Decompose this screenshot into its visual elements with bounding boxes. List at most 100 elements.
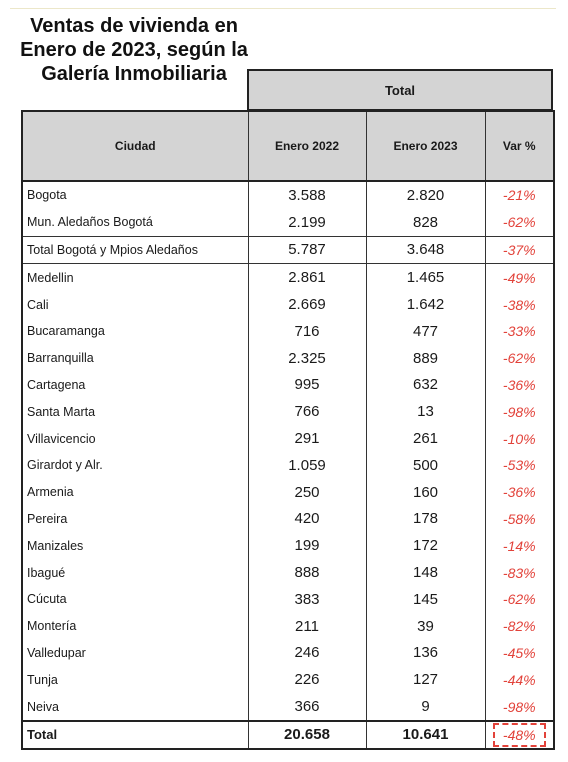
cell-enero-2022: 226 xyxy=(247,666,367,694)
cell-enero-2023: 1.642 xyxy=(365,291,486,318)
cell-enero-2022: 291 xyxy=(247,425,367,452)
sales-table: Ciudad Enero 2022 Enero 2023 Var % Bogot… xyxy=(21,110,555,750)
table-row: Santa Marta 766 13 -98% xyxy=(21,398,555,426)
cell-enero-2023: 9 xyxy=(365,693,486,721)
cell-enero-2023: 136 xyxy=(365,639,486,667)
cell-enero-2023: 632 xyxy=(365,371,486,399)
col-header-enero-2023: Enero 2023 xyxy=(365,110,486,182)
cell-enero-2023: 160 xyxy=(365,478,486,506)
table-row: Cúcuta 383 145 -62% xyxy=(21,585,555,613)
cell-enero-2022: 716 xyxy=(247,317,367,345)
cell-var: -58% xyxy=(484,505,555,533)
cell-ciudad: Pereira xyxy=(21,505,249,533)
cell-enero-2022: 366 xyxy=(247,693,367,721)
table-row: Pereira 420 178 -58% xyxy=(21,505,555,533)
cell-total-enero-2022: 20.658 xyxy=(247,719,367,750)
cell-enero-2023: 828 xyxy=(365,208,486,237)
cell-enero-2023: 39 xyxy=(365,612,486,640)
cell-enero-2023: 477 xyxy=(365,317,486,345)
cell-var: -98% xyxy=(484,398,555,426)
cell-enero-2022: 250 xyxy=(247,478,367,506)
cell-ciudad: Ibagué xyxy=(21,559,249,586)
title-line-2: Enero de 2023, según la xyxy=(20,39,248,61)
cell-ciudad: Armenia xyxy=(21,478,249,506)
cell-var: -14% xyxy=(484,532,555,560)
cell-ciudad: Neiva xyxy=(21,693,249,721)
cell-enero-2023: 1.465 xyxy=(365,263,486,292)
cell-enero-2022: 211 xyxy=(247,612,367,640)
cell-var: -38% xyxy=(484,291,555,318)
cell-ciudad: Medellin xyxy=(21,263,249,292)
page-title: Ventas de vivienda en Enero de 2023, seg… xyxy=(14,14,254,86)
cell-var: -53% xyxy=(484,451,555,479)
cell-enero-2022: 199 xyxy=(247,532,367,560)
table-row: Total Bogotá y Mpios Aledaños 5.787 3.648-… xyxy=(21,235,555,265)
table-row: Bogota 3.588 2.820 -21% xyxy=(21,180,555,209)
cell-ciudad: Montería xyxy=(21,612,249,640)
cell-ciudad: Bogota xyxy=(21,180,249,209)
col-header-var: Var % xyxy=(484,110,555,182)
table-row: Cartagena 995 632 -36% xyxy=(21,371,555,399)
cell-enero-2022: 420 xyxy=(247,505,367,533)
table-row: Barranquilla 2.325 889 -62% xyxy=(21,344,555,372)
cell-enero-2022: 5.787 xyxy=(247,235,367,265)
table-row: Villavicencio 291 261 -10% xyxy=(21,425,555,452)
cell-var: -62% xyxy=(484,344,555,372)
cell-ciudad: Villavicencio xyxy=(21,425,249,452)
title-line-1: Ventas de vivienda en xyxy=(30,15,238,37)
cell-ciudad: Tunja xyxy=(21,666,249,694)
cell-total-var: -48% xyxy=(484,719,555,750)
cell-enero-2022: 2.861 xyxy=(247,263,367,292)
cell-enero-2022: 1.059 xyxy=(247,451,367,479)
cell-total-enero-2023: 10.641 xyxy=(365,719,486,750)
table-row: Cali 2.669 1.642 -38% xyxy=(21,291,555,318)
cell-enero-2023: 148 xyxy=(365,559,486,586)
cell-var: -21% xyxy=(484,180,555,209)
cell-var: -82% xyxy=(484,612,555,640)
group-header-total: Total xyxy=(247,69,553,110)
grand-total-row: Total 20.658 10.641 -48% xyxy=(21,719,555,750)
table-row: Tunja 226 127 -44% xyxy=(21,666,555,694)
cell-ciudad: Mun. Aledaños Bogotá xyxy=(21,208,249,237)
cell-enero-2023: 178 xyxy=(365,505,486,533)
cell-var: -83% xyxy=(484,559,555,586)
cell-ciudad: Santa Marta xyxy=(21,398,249,426)
table-row: Valledupar 246 136 -45% xyxy=(21,639,555,667)
cell-var: -62% xyxy=(484,208,555,237)
cell-enero-2022: 995 xyxy=(247,371,367,399)
cell-var: -49% xyxy=(484,263,555,292)
cell-ciudad: Cúcuta xyxy=(21,585,249,613)
header-row: Ciudad Enero 2022 Enero 2023 Var % xyxy=(21,110,555,182)
cell-ciudad: Barranquilla xyxy=(21,344,249,372)
cell-ciudad: Bucaramanga xyxy=(21,317,249,345)
cell-enero-2022: 888 xyxy=(247,559,367,586)
cell-var: -98% xyxy=(484,693,555,721)
cell-enero-2023: 2.820 xyxy=(365,180,486,209)
cell-enero-2023: 500 xyxy=(365,451,486,479)
col-header-ciudad: Ciudad xyxy=(21,110,249,182)
cell-enero-2023: 145 xyxy=(365,585,486,613)
cell-enero-2023: 261 xyxy=(365,425,486,452)
table-row: Bucaramanga 716 477 -33% xyxy=(21,317,555,345)
cell-ciudad: Girardot y Alr. xyxy=(21,451,249,479)
cell-var: -62% xyxy=(484,585,555,613)
cell-enero-2022: 2.669 xyxy=(247,291,367,318)
table-row: Ibagué 888 148 -83% xyxy=(21,559,555,586)
title-line-3: Galería Inmobiliaria xyxy=(41,63,227,85)
table-row: Armenia 250 160 -36% xyxy=(21,478,555,506)
col-header-enero-2022: Enero 2022 xyxy=(247,110,367,182)
table-row: Medellin 2.861 1.465 -49% xyxy=(21,263,555,292)
cell-enero-2023: 127 xyxy=(365,666,486,694)
cell-var: -44% xyxy=(484,666,555,694)
table-row: Girardot y Alr. 1.059 500 -53% xyxy=(21,451,555,479)
cell-enero-2023: 172 xyxy=(365,532,486,560)
cell-enero-2022: 2.325 xyxy=(247,344,367,372)
cell-enero-2023: 3.648 xyxy=(365,235,486,265)
cell-enero-2023: 889 xyxy=(365,344,486,372)
cell-enero-2022: 383 xyxy=(247,585,367,613)
table-row: Mun. Aledaños Bogotá 2.199 828 -62% xyxy=(21,208,555,237)
cell-var: -36% xyxy=(484,478,555,506)
cell-var: -10% xyxy=(484,425,555,452)
cell-ciudad: Cali xyxy=(21,291,249,318)
cell-ciudad: Manizales xyxy=(21,532,249,560)
